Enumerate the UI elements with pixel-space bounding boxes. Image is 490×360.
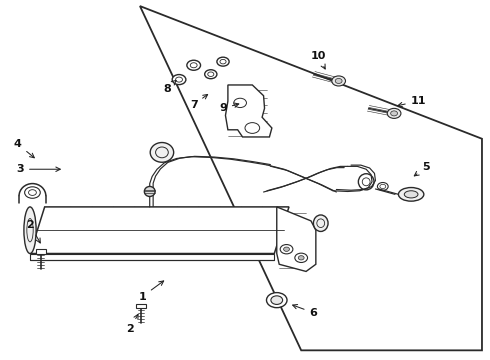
Text: 3: 3 — [17, 164, 60, 174]
Ellipse shape — [205, 70, 217, 79]
FancyBboxPatch shape — [136, 304, 146, 308]
Text: 7: 7 — [190, 94, 208, 110]
Ellipse shape — [150, 143, 173, 162]
Text: 5: 5 — [415, 162, 430, 176]
Ellipse shape — [332, 76, 345, 86]
Text: 10: 10 — [311, 51, 326, 69]
Text: 1: 1 — [139, 281, 164, 302]
Ellipse shape — [187, 60, 200, 70]
Text: 4: 4 — [14, 139, 34, 158]
Ellipse shape — [145, 186, 155, 197]
Ellipse shape — [271, 296, 283, 305]
Polygon shape — [140, 6, 482, 350]
Text: 2: 2 — [126, 314, 138, 334]
Ellipse shape — [267, 293, 287, 308]
Text: 11: 11 — [398, 96, 426, 107]
Ellipse shape — [24, 207, 36, 253]
Ellipse shape — [404, 191, 418, 198]
Circle shape — [284, 247, 290, 251]
Polygon shape — [30, 207, 289, 253]
Text: 9: 9 — [219, 103, 239, 113]
Polygon shape — [225, 85, 272, 137]
Ellipse shape — [387, 108, 401, 118]
Ellipse shape — [314, 215, 328, 231]
Ellipse shape — [335, 78, 342, 84]
Ellipse shape — [172, 75, 186, 85]
FancyBboxPatch shape — [36, 249, 46, 253]
Text: 8: 8 — [163, 80, 176, 94]
Ellipse shape — [217, 57, 229, 66]
Polygon shape — [277, 207, 316, 271]
Ellipse shape — [398, 188, 424, 201]
Text: 2: 2 — [26, 220, 40, 243]
Polygon shape — [30, 253, 274, 260]
Ellipse shape — [391, 111, 397, 116]
Circle shape — [298, 256, 304, 260]
Text: 6: 6 — [293, 305, 318, 318]
